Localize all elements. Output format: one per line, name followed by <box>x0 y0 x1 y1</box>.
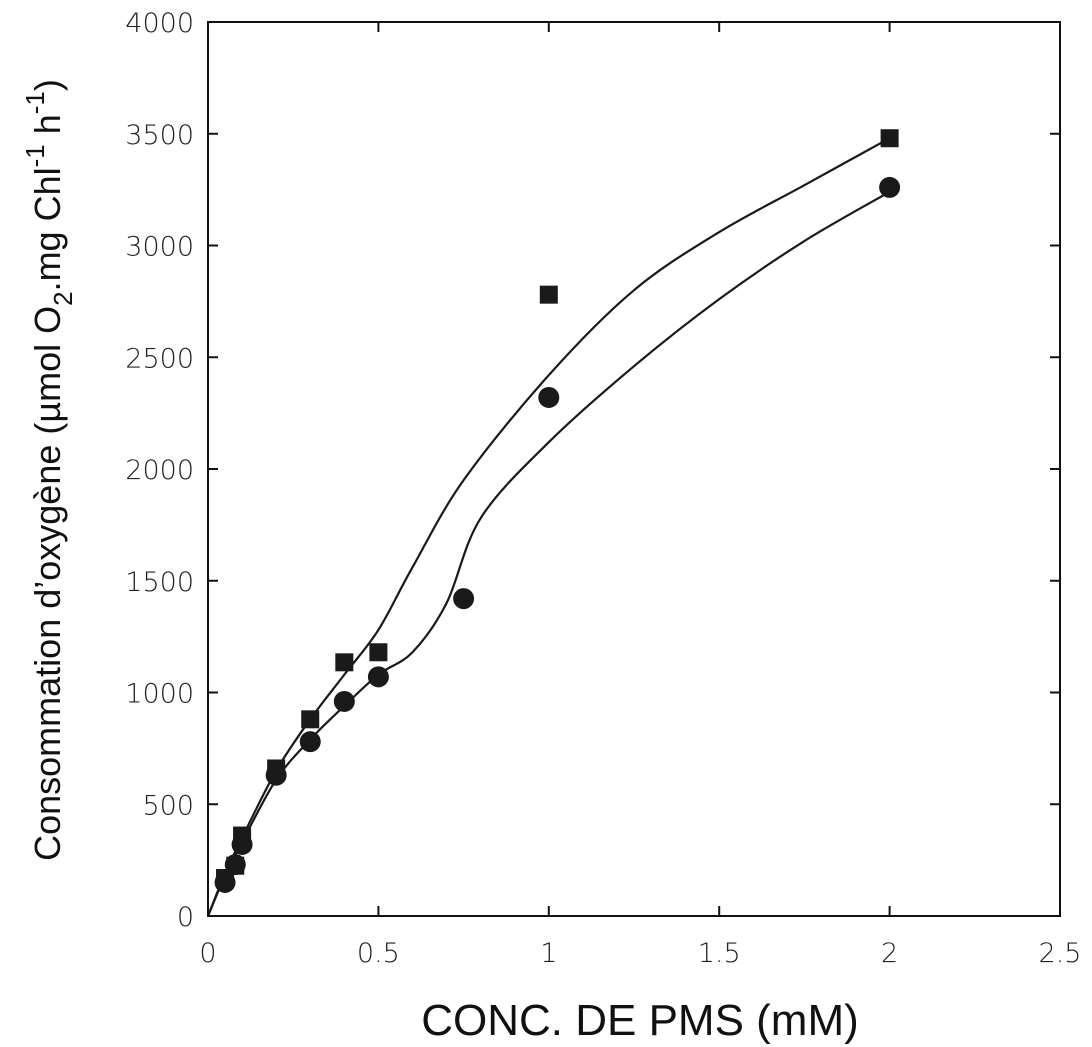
fit-curves <box>206 137 891 917</box>
y-axis-title-sub: 2 <box>48 291 78 305</box>
tick-labels: 0 0.5 1 1.5 2 2.5 0 500 1000 1500 2000 2500 3000 3500… <box>125 8 1081 969</box>
y-tick-label: 500 <box>142 790 194 821</box>
data-point-circle <box>538 386 560 408</box>
y-tick-label: 1000 <box>125 679 194 710</box>
x-tick-label: 1.5 <box>698 938 741 969</box>
y-axis-title-prefix: Consommation d’oxygène (µmol O <box>27 306 68 861</box>
fit-curve-circle <box>206 190 891 917</box>
data-point-square <box>335 653 354 672</box>
x-tick-label: 0 <box>199 938 216 969</box>
plot-frame-rect <box>207 21 1061 917</box>
y-tick-label: 0 <box>177 902 194 933</box>
y-tick-label: 2000 <box>125 455 194 486</box>
data-point-circle <box>214 871 236 893</box>
data-point-square <box>301 710 320 729</box>
x-tick-label: 2.5 <box>1039 938 1082 969</box>
x-tick-label: 0.5 <box>357 938 400 969</box>
data-point-circle <box>879 176 901 198</box>
fit-curve-square <box>206 137 891 917</box>
y-tick-label: 2500 <box>125 343 194 374</box>
data-point-circle <box>367 666 389 688</box>
data-point-circle <box>299 731 321 753</box>
plot-frame <box>207 21 1061 917</box>
data-markers <box>214 129 901 893</box>
data-point-square <box>539 285 558 304</box>
y-tick-label: 3000 <box>125 232 194 263</box>
y-tick-label: 3500 <box>125 120 194 151</box>
x-tick-label: 1 <box>540 938 557 969</box>
y-axis-title-sup2: -1 <box>20 91 50 114</box>
y-tick-label: 4000 <box>125 8 194 39</box>
x-tick-label: 2 <box>881 938 898 969</box>
y-axis-title-sup1: -1 <box>20 144 50 167</box>
data-point-square <box>369 643 388 662</box>
y-tick-label: 1500 <box>125 567 194 598</box>
y-axis-title-h: h <box>27 114 68 144</box>
data-point-circle <box>265 764 287 786</box>
data-point-circle <box>231 833 253 855</box>
data-point-circle <box>224 854 246 876</box>
y-axis-title-suffix: ) <box>27 79 68 91</box>
data-point-circle <box>333 690 355 712</box>
y-axis-title-middle: .mg Chl <box>27 167 68 291</box>
y-axis-title: Consommation d’oxygène (µmol O2.mg Chl-1… <box>20 79 78 861</box>
x-axis-title: CONC. DE PMS (mM) <box>421 996 859 1045</box>
axis-ticks <box>207 21 1061 917</box>
data-point-circle <box>453 588 475 610</box>
data-point-square <box>880 129 899 148</box>
